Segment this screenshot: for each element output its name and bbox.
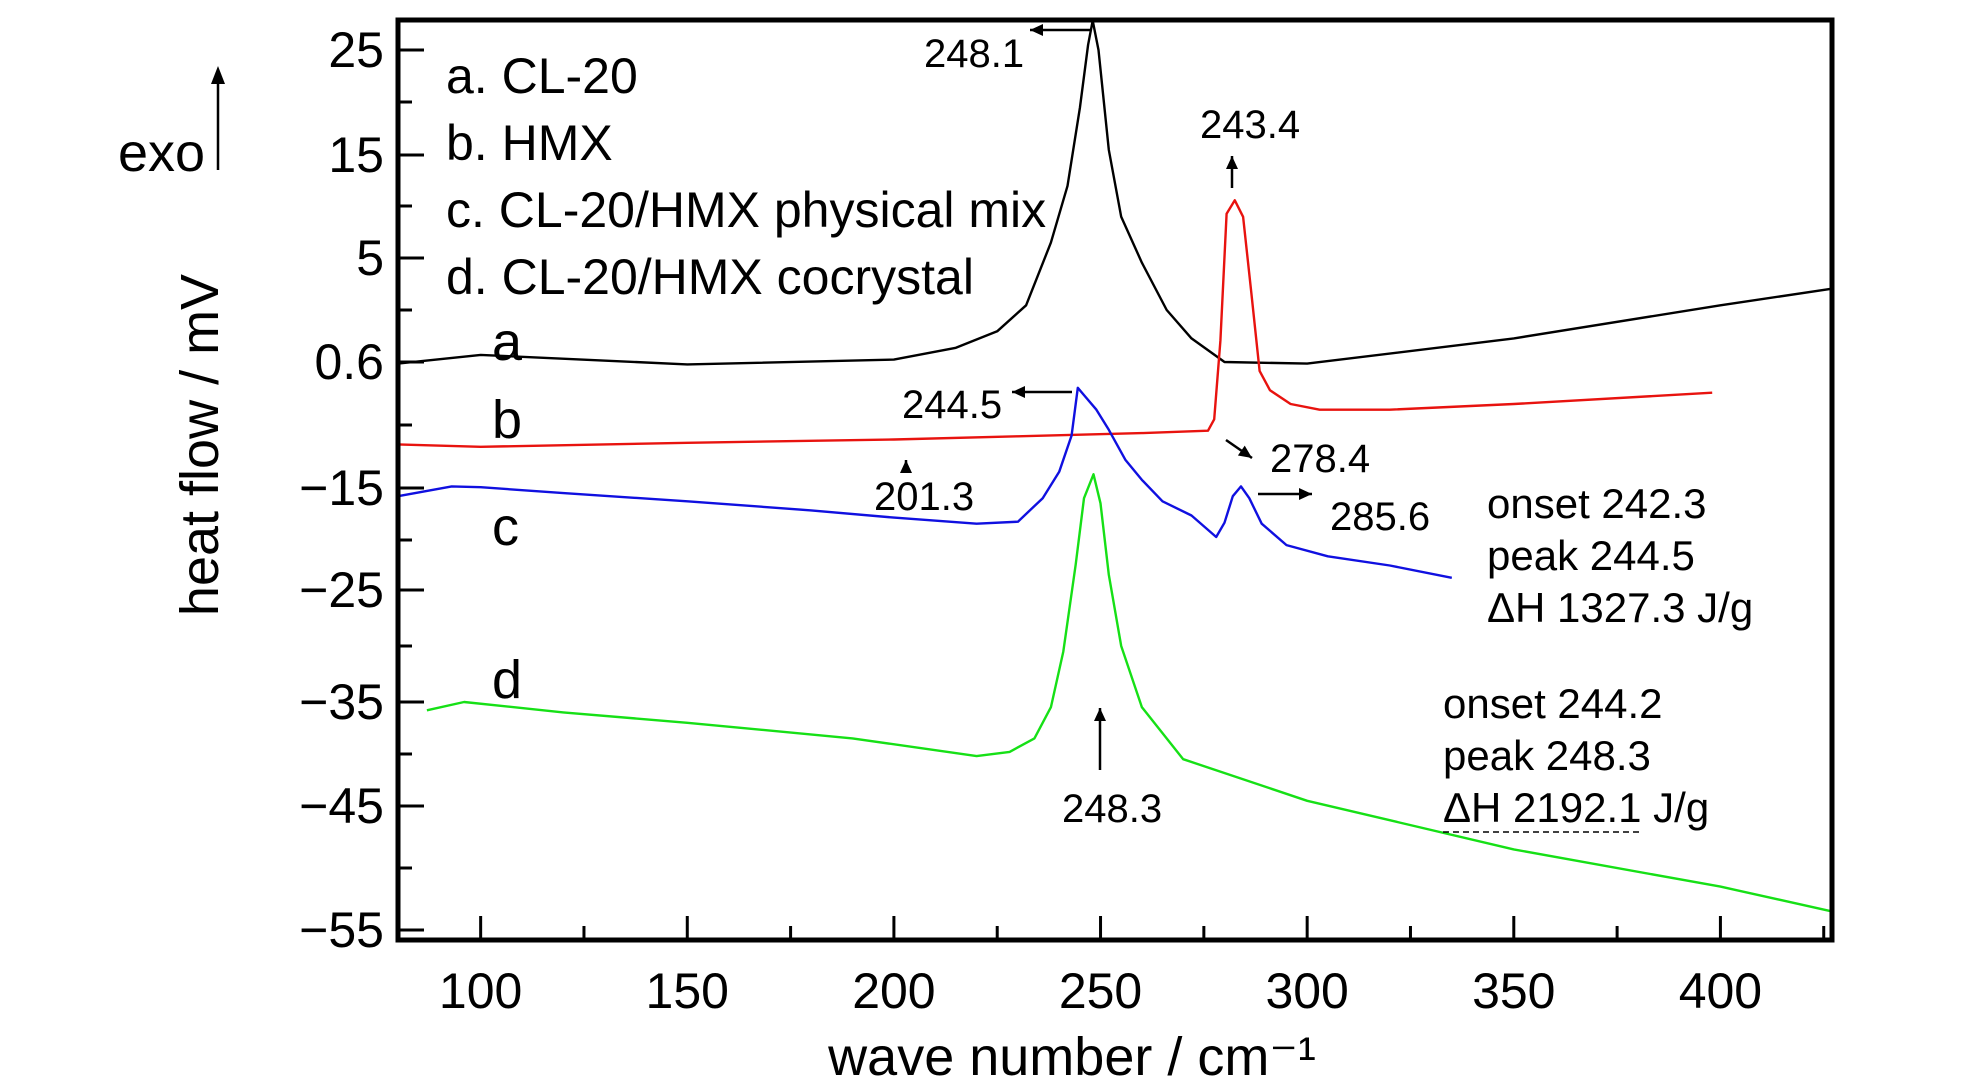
legend-entry-b: b. HMX: [446, 115, 613, 171]
arrows-layer: [900, 24, 1312, 770]
annotation-a-peak: 248.1: [924, 32, 1024, 76]
curve-label-b: b: [492, 390, 522, 450]
stat-c-onset: onset 242.3: [1487, 480, 1707, 527]
stat-d-dh: ΔH 2192.1 J/g: [1443, 784, 1709, 831]
y-tick-label: −45: [299, 778, 384, 834]
curve-label-a: a: [492, 312, 523, 372]
y-tick-label: −55: [299, 902, 384, 958]
arrow-d-peak-icon: [1094, 708, 1106, 770]
annotation-d-peak: 248.3: [1062, 787, 1162, 831]
stat-d-onset: onset 244.2: [1443, 680, 1663, 727]
x-tick-label: 300: [1265, 963, 1348, 1019]
stat-d-peak: peak 248.3: [1443, 732, 1651, 779]
arrow-c-peak1-icon: [1012, 386, 1072, 398]
arrow-a-peak-icon: [1030, 24, 1090, 36]
x-tick-label: 250: [1059, 963, 1142, 1019]
curve-label-c: c: [492, 497, 519, 557]
y-tick-label: 0.6: [314, 334, 384, 390]
stat-c-dh: ΔH 1327.3 J/g: [1487, 584, 1753, 631]
annotation-c-peak2: 285.6: [1330, 495, 1430, 539]
x-tick-label: 350: [1472, 963, 1555, 1019]
annotation-b-small: 201.3: [874, 475, 974, 519]
annotation-b-onset: 278.4: [1270, 437, 1370, 481]
series-line-d: [426, 473, 1833, 913]
annotation-b-peak: 243.4: [1200, 103, 1300, 147]
exo-arrow-icon: [211, 66, 225, 170]
ticks-layer: 25 15 5 0.6 −15 −25 −35 −45 −55 100 150 200 250 300 35…: [299, 22, 1826, 1019]
y-tick-label: −35: [299, 674, 384, 730]
arrow-c-peak2-icon: [1258, 488, 1312, 500]
y-axis-title: heat flow / mV: [170, 274, 230, 616]
series-line-c: [397, 386, 1453, 579]
exo-label: exo: [118, 123, 205, 183]
annotation-c-peak1: 244.5: [902, 383, 1002, 427]
y-tick-label: −15: [299, 460, 384, 516]
y-tick-label: −25: [299, 562, 384, 618]
legend-entry-c: c. CL-20/HMX physical mix: [446, 182, 1046, 238]
curve-label-d: d: [492, 650, 522, 710]
y-tick-label: 15: [328, 127, 384, 183]
legend-entry-d: d. CL-20/HMX cocrystal: [446, 249, 974, 305]
series-line-b: [397, 199, 1713, 448]
x-tick-label: 400: [1679, 963, 1762, 1019]
x-tick-label: 100: [439, 963, 522, 1019]
y-tick-label: 5: [356, 230, 384, 286]
legend-entry-a: a. CL-20: [446, 48, 638, 104]
stat-c-peak: peak 244.5: [1487, 532, 1695, 579]
x-axis-title: wave number / cm⁻¹: [827, 1027, 1316, 1087]
y-tick-label: 25: [328, 22, 384, 78]
arrow-b-peak-icon: [1226, 156, 1238, 188]
arrow-b-onset-icon: [1225, 438, 1253, 460]
plot-frame: [395, 17, 1835, 943]
arrow-b-small-icon: [900, 460, 912, 473]
x-tick-label: 200: [852, 963, 935, 1019]
x-tick-label: 150: [646, 963, 729, 1019]
